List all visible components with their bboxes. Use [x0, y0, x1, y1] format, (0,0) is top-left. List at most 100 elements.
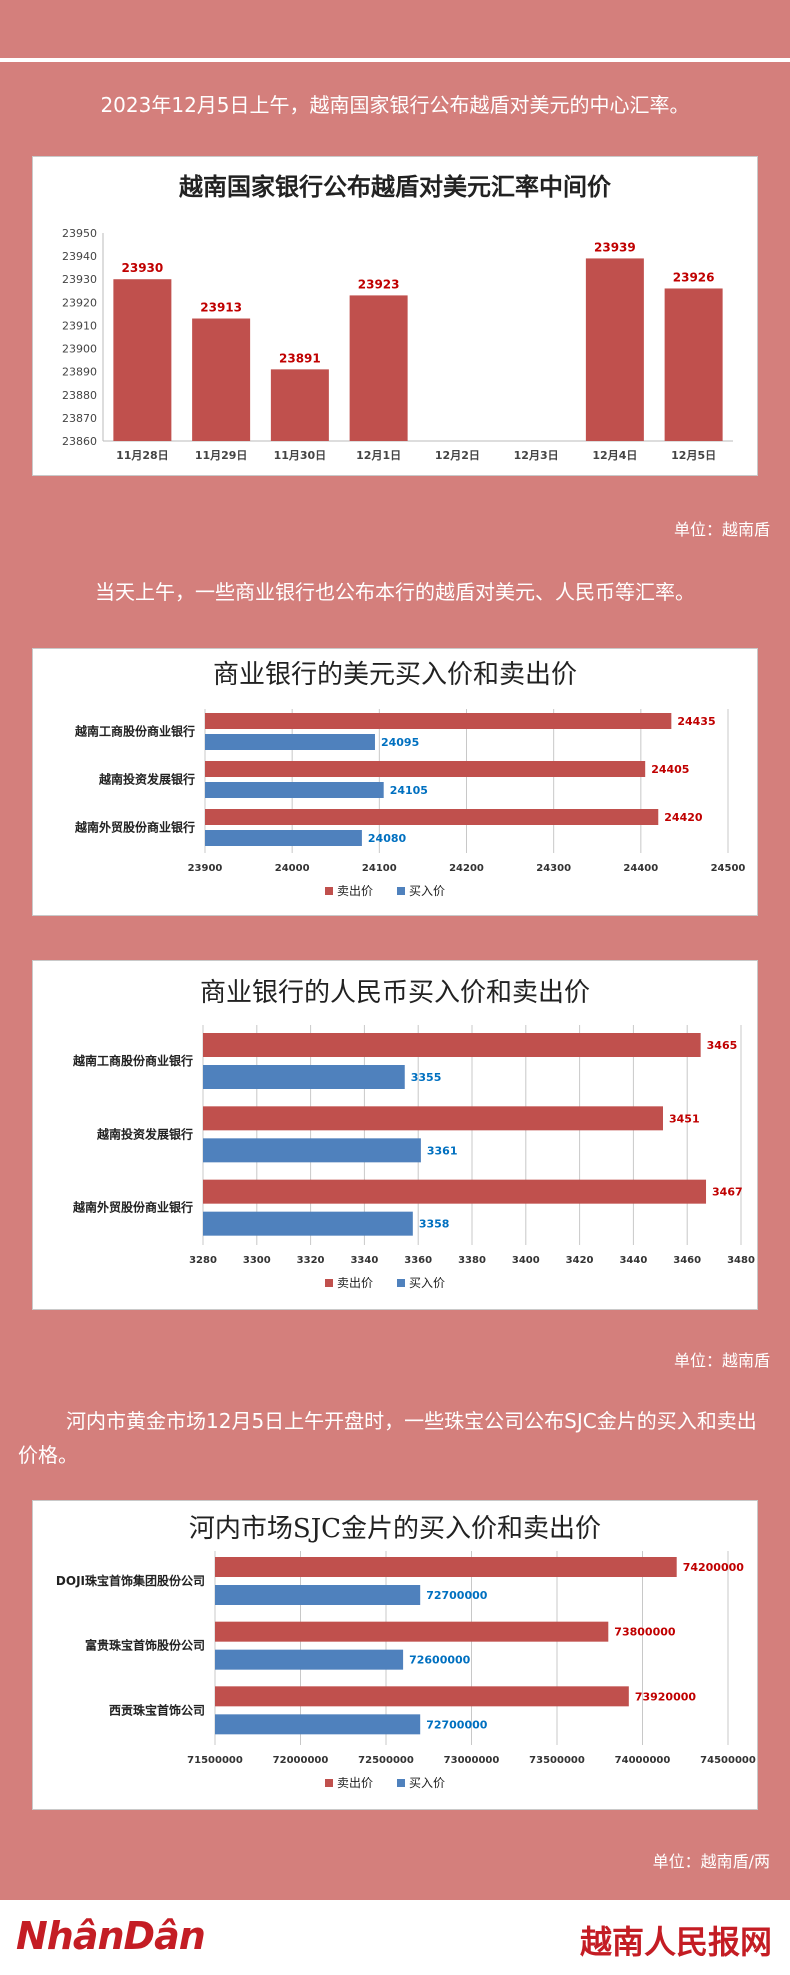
- legend-swatch: [397, 887, 405, 895]
- chart-title: 越南国家银行公布越盾对美元汇率中间价: [179, 172, 612, 201]
- bar: [203, 1065, 405, 1089]
- data-label: 24095: [381, 736, 419, 749]
- legend-swatch: [397, 1279, 405, 1287]
- data-label: 23939: [594, 240, 636, 254]
- data-label: 3358: [419, 1218, 450, 1231]
- data-label: 23913: [200, 301, 242, 315]
- bar: [585, 258, 644, 441]
- category-label: 西贡珠宝首饰公司: [109, 1702, 205, 1717]
- category-label: 越南外贸股份商业银行: [72, 1200, 193, 1215]
- y-tick-label: 23880: [62, 389, 97, 402]
- category-label: 越南工商股份商业银行: [74, 724, 195, 739]
- data-label: 24420: [664, 811, 703, 824]
- bar: [205, 761, 646, 777]
- data-label: 3361: [427, 1144, 458, 1157]
- category-label: 越南工商股份商业银行: [72, 1053, 193, 1068]
- gold-buy-sell-chart: 河内市场SJC金片的买入价和卖出价 71500000 72000000 7250000…: [56, 1514, 756, 1790]
- chart-card-central-rate: 越南国家银行公布越盾对美元汇率中间价 23860 23870 23880 23890 23…: [32, 156, 758, 476]
- data-label: 24405: [651, 763, 689, 776]
- data-label: 72600000: [409, 1654, 471, 1667]
- category-label: DOJI珠宝首饰集团股份公司: [56, 1573, 205, 1588]
- x-tick-label: 24200: [449, 863, 484, 874]
- y-tick-label: 23870: [62, 412, 97, 425]
- nhandan-logo[interactable]: NhânDân: [16, 1914, 206, 1958]
- x-tick-label: 23900: [188, 863, 223, 874]
- top-divider: [0, 58, 790, 62]
- legend-swatch: [325, 1279, 333, 1287]
- data-label: 24080: [368, 832, 407, 845]
- bar: [203, 1138, 421, 1163]
- x-tick-label: 3380: [458, 1255, 486, 1266]
- category-label: 越南投资发展银行: [96, 1126, 193, 1141]
- bar: [270, 369, 329, 441]
- bar: [203, 1179, 707, 1204]
- x-tick-label: 12月4日: [592, 449, 637, 462]
- y-tick-label: 23930: [62, 273, 97, 286]
- intro-text-3: 河内市黄金市场12月5日上午开盘时，一些珠宝公司公布SJC金片的买入和卖出价格。: [18, 1409, 757, 1467]
- bar: [664, 288, 723, 441]
- x-tick-label: 3320: [297, 1255, 325, 1266]
- legend-label: 卖出价: [337, 1276, 373, 1290]
- legend-label: 买入价: [409, 884, 445, 898]
- data-label: 23930: [122, 261, 164, 275]
- bar: [215, 1585, 421, 1605]
- chart-card-gold: 河内市场SJC金片的买入价和卖出价 71500000 72000000 7250000…: [32, 1500, 758, 1810]
- y-tick-label: 23890: [62, 366, 97, 379]
- legend-swatch: [325, 887, 333, 895]
- legend-label: 卖出价: [337, 1776, 373, 1790]
- x-tick-label: 11月28日: [116, 449, 169, 462]
- intro-text: 2023年12月5日上午，越南国家银行公布越盾对美元的中心汇率。: [100, 93, 690, 117]
- y-tick-label: 23920: [62, 296, 97, 309]
- x-tick-label: 74500000: [700, 1755, 756, 1766]
- bar: [203, 1033, 701, 1057]
- x-tick-label: 24400: [623, 863, 658, 874]
- category-label: 富贵珠宝首饰股份公司: [85, 1638, 205, 1653]
- bar: [205, 809, 659, 825]
- chart-title: 河内市场SJC金片的买入价和卖出价: [189, 1514, 601, 1544]
- x-tick-label: 3480: [727, 1255, 755, 1266]
- data-label: 73800000: [614, 1626, 676, 1639]
- bar: [215, 1649, 404, 1670]
- site-name[interactable]: 越南人民报网: [579, 1923, 772, 1961]
- bar: [215, 1621, 609, 1642]
- x-tick-label: 3300: [243, 1255, 271, 1266]
- footer: NhânDân 越南人民报网: [0, 1900, 790, 1975]
- x-tick-label: 3440: [619, 1255, 647, 1266]
- x-tick-label: 11月30日: [274, 449, 327, 462]
- bar: [205, 782, 384, 798]
- legend-label: 卖出价: [337, 884, 373, 898]
- bar: [203, 1106, 663, 1131]
- data-label: 73920000: [635, 1690, 697, 1703]
- y-tick-label: 23900: [62, 343, 97, 356]
- x-tick-label: 74000000: [615, 1755, 671, 1766]
- bar: [203, 1211, 413, 1236]
- data-label: 3467: [712, 1186, 743, 1199]
- bar: [205, 830, 362, 846]
- category-label: 越南外贸股份商业银行: [74, 820, 195, 835]
- bar: [215, 1714, 421, 1735]
- data-label: 23926: [673, 270, 715, 284]
- x-tick-label: 3360: [404, 1255, 432, 1266]
- data-label: 3355: [411, 1071, 442, 1084]
- x-tick-label: 72500000: [358, 1755, 414, 1766]
- x-tick-label: 3460: [673, 1255, 701, 1266]
- x-tick-label: 3420: [566, 1255, 594, 1266]
- bar: [113, 279, 172, 441]
- chart-card-cny: 商业银行的人民币买入价和卖出价 3280 3300 3320 3340 3360 3380 3…: [32, 960, 758, 1310]
- data-label: 23923: [358, 277, 400, 291]
- y-tick-label: 23910: [62, 319, 97, 332]
- x-tick-label: 24500: [711, 863, 746, 874]
- usd-buy-sell-chart: 商业银行的美元买入价和卖出价 23900 24000 24100 24200 24300 2…: [74, 660, 746, 898]
- x-tick-label: 71500000: [187, 1755, 243, 1766]
- chart-title: 商业银行的美元买入价和卖出价: [213, 660, 577, 690]
- unit-label-2: 单位：越南盾: [673, 1351, 770, 1370]
- bar: [192, 318, 251, 441]
- x-tick-label: 3400: [512, 1255, 540, 1266]
- central-rate-chart: 越南国家银行公布越盾对美元汇率中间价 23860 23870 23880 23890 23…: [62, 172, 733, 462]
- x-tick-label: 12月2日: [435, 449, 480, 462]
- unit-label-3: 单位：越南盾/两: [652, 1852, 770, 1871]
- y-tick-label: 23940: [62, 250, 97, 263]
- x-tick-label: 12月5日: [671, 449, 716, 462]
- legend-swatch: [325, 1779, 333, 1787]
- bar: [205, 734, 375, 750]
